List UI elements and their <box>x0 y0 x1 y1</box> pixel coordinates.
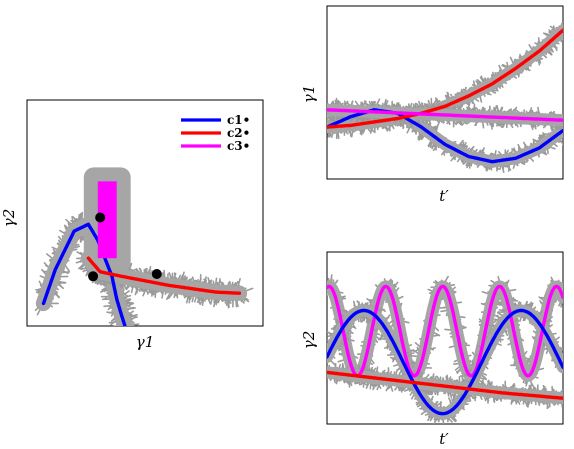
y-axis-label-bottom-right: γ2 <box>300 331 318 350</box>
chart-left-gamma-plane: c1•c2•c3• γ1 γ2 <box>0 99 264 351</box>
series-blue-line <box>327 284 563 378</box>
series-magenta-line <box>327 108 563 122</box>
y-axis-label-top-right: γ1 <box>300 85 318 104</box>
legend-label-magenta: c3• <box>227 139 250 153</box>
data-point-1 <box>95 212 106 223</box>
y-axis-label-left: γ2 <box>0 209 18 228</box>
data-point-3 <box>151 269 162 280</box>
legend: c1•c2•c3• <box>181 113 250 153</box>
series-red-line <box>327 308 563 416</box>
series-magenta-region <box>97 181 117 259</box>
legend-label-red: c2• <box>227 126 250 140</box>
plot-area <box>34 167 254 326</box>
series-red-line <box>86 256 242 295</box>
x-axis-label-left: γ1 <box>136 333 155 351</box>
plot-frame-left <box>26 99 264 327</box>
data-point-2 <box>88 271 99 282</box>
x-axis-label-bottom-right: t′ <box>439 430 449 448</box>
plot-frame-top-right <box>326 5 564 180</box>
plot-frame-bottom-right <box>326 251 564 425</box>
x-axis-label-top-right: t′ <box>439 187 449 205</box>
series-magenta-line <box>327 370 563 400</box>
plot-area <box>327 21 563 173</box>
chart-top-right-gamma1: t′ γ1 <box>300 5 564 205</box>
plot-area <box>327 274 563 424</box>
legend-label-blue: c1• <box>227 113 250 127</box>
chart-bottom-right-gamma2: t′ γ2 <box>300 251 564 448</box>
series-red-line <box>327 28 563 129</box>
